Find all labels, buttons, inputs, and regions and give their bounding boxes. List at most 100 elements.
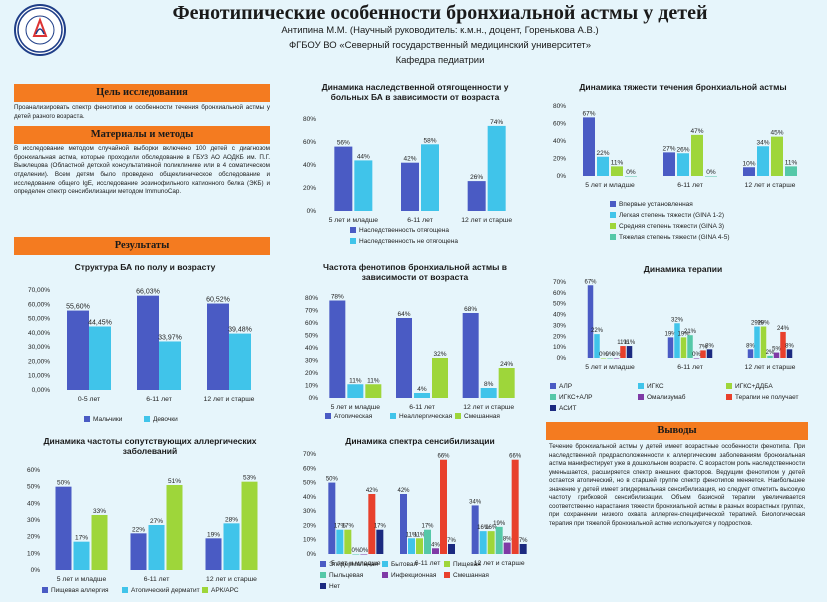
bar-6-1 xyxy=(368,494,376,554)
y-tick-label: 60% xyxy=(303,465,316,472)
bar-2-2 xyxy=(421,144,439,211)
data-label: 0% xyxy=(706,169,716,176)
bar-5-2 xyxy=(432,548,439,554)
data-label: 11% xyxy=(624,340,636,346)
bar-1-1 xyxy=(55,486,72,570)
legend-swatch xyxy=(350,238,356,244)
y-tick-label: 70,00% xyxy=(28,287,50,294)
legend-swatch xyxy=(726,383,732,389)
y-tick-label: 80% xyxy=(305,295,318,302)
legend-label: АЛР xyxy=(559,383,572,390)
data-label: 11% xyxy=(406,532,418,538)
data-label: 51% xyxy=(168,478,181,485)
bar-2-2 xyxy=(674,323,680,358)
data-label: 67% xyxy=(582,110,595,117)
data-label: 26% xyxy=(470,174,483,181)
legend-swatch xyxy=(382,561,388,567)
methods-text: В исследование методом случайной выборки… xyxy=(14,145,270,196)
data-label: 55,60% xyxy=(66,304,90,311)
chart-gender-age: 0,00% 10,00% 20,00% 30,00% 40,00% 50,00% 60,00… xyxy=(28,287,255,423)
data-label: 58% xyxy=(423,137,436,144)
data-label: 68% xyxy=(464,306,477,313)
data-label: 0% xyxy=(692,352,701,358)
bar-2-3 xyxy=(229,333,251,390)
legend-label: ИГКС+АЛР xyxy=(559,394,592,401)
data-label: 45% xyxy=(770,130,783,137)
chart-title-heredity: Динамика наследственной отягощенности у … xyxy=(321,82,509,103)
category-label: 6-11 лет xyxy=(409,404,435,411)
data-label: 24% xyxy=(500,361,513,368)
data-label: 11% xyxy=(414,532,426,538)
bar-7-1 xyxy=(376,529,384,554)
chart-severity: 0%20%40%60%80%67%22%11%0%5 лет и младше2… xyxy=(553,103,797,241)
chart-title-gender-age: Структура БА по полу и возрасту xyxy=(74,262,216,272)
category-label: 6-11 лет xyxy=(677,364,703,371)
aim-section-header: Цель исследования xyxy=(14,84,270,102)
data-label: 33% xyxy=(93,508,106,515)
data-label: 78% xyxy=(331,294,344,301)
legend-swatch xyxy=(382,572,388,578)
bar-1-1 xyxy=(587,285,594,358)
category-label: 12 лет и старше xyxy=(461,217,512,224)
data-label: 19% xyxy=(664,331,677,337)
bar-1-2 xyxy=(401,162,419,211)
category-label: 0-5 лет xyxy=(78,396,100,403)
category-label: 5 лет и младше xyxy=(585,182,635,189)
data-label: 16% xyxy=(485,525,498,531)
bar-1-2 xyxy=(663,152,675,176)
y-tick-label: 0% xyxy=(31,567,41,574)
data-label: 27% xyxy=(662,145,675,152)
data-label: 53% xyxy=(243,475,256,482)
affiliation-line: ФГБОУ ВО «Северный государственный медиц… xyxy=(288,40,592,51)
y-tick-label: 20% xyxy=(303,185,316,192)
data-label: 8% xyxy=(484,381,494,388)
bar-4-3 xyxy=(767,355,773,358)
bar-2-1 xyxy=(336,529,344,554)
bar-2-1 xyxy=(597,156,609,176)
data-label: 0% xyxy=(599,352,608,358)
data-label: 24% xyxy=(777,326,790,332)
data-label: 39,48% xyxy=(228,327,252,334)
data-label: 42% xyxy=(397,488,410,494)
data-label: 2% xyxy=(766,350,775,356)
category-label: 6-11 лет xyxy=(144,576,170,583)
chart-sensitization: 0%10%20%30%40%50%60%70%50%17%17%0% 0%42%1… xyxy=(303,451,528,590)
bar-3-2 xyxy=(680,337,687,358)
bar-2-3 xyxy=(487,125,506,211)
data-label: 11% xyxy=(617,340,629,346)
legend-label: Эпидермальная xyxy=(329,561,378,568)
data-label: 34% xyxy=(756,139,769,146)
legend-label: Легкая степень тяжести (GINA 1-2) xyxy=(619,212,724,219)
y-tick-label: 20% xyxy=(27,534,40,541)
y-tick-label: 30% xyxy=(553,322,566,329)
data-label: 7% xyxy=(447,538,456,544)
y-tick-label: 60% xyxy=(303,139,316,146)
legend-swatch xyxy=(550,394,556,400)
category-label: 6-11 лет xyxy=(407,217,433,224)
y-tick-label: 20% xyxy=(305,370,318,377)
y-tick-label: 80% xyxy=(303,116,316,123)
legend-swatch xyxy=(350,227,356,233)
data-label: 8% xyxy=(785,343,794,349)
data-label: 16% xyxy=(477,525,490,531)
legend-label: Девочки xyxy=(153,416,178,423)
data-label: 22% xyxy=(591,328,604,334)
y-tick-label: 0% xyxy=(307,208,317,215)
bar-4-1 xyxy=(352,554,360,555)
legend-swatch xyxy=(320,572,326,578)
bar-2-2 xyxy=(148,525,165,570)
bar-4-2 xyxy=(424,529,431,554)
data-label: 8% xyxy=(503,537,512,543)
data-label: 29% xyxy=(751,321,764,327)
chart-title-therapy: Динамика терапии xyxy=(643,264,723,274)
data-label: 66% xyxy=(509,454,522,460)
y-tick-label: 50% xyxy=(305,333,318,340)
data-label: 66,03% xyxy=(136,289,160,296)
bar-3-3 xyxy=(771,136,783,176)
data-label: 19% xyxy=(493,521,506,527)
data-label: 66% xyxy=(437,454,450,460)
category-label: 12 лет и старше xyxy=(463,404,514,411)
legend-swatch xyxy=(202,587,208,593)
bar-4-1 xyxy=(625,176,637,177)
legend-label: Пищевая аллергия xyxy=(51,587,109,594)
